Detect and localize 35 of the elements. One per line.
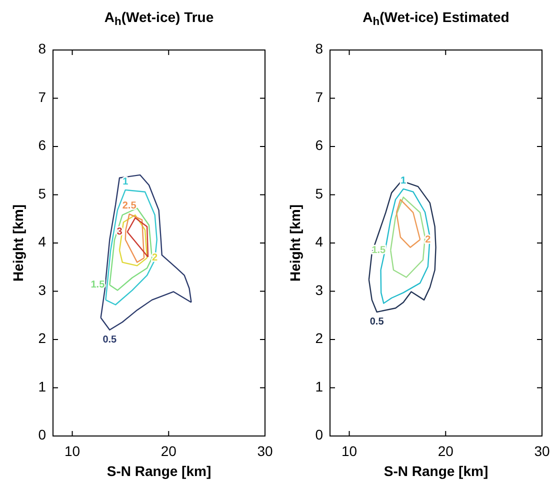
y-tick-label: 0	[38, 426, 46, 443]
y-tick-label: 4	[315, 234, 324, 250]
y-tick-label: 0	[315, 426, 324, 443]
series-label: 0.5	[370, 316, 384, 328]
y-tick-label: 1	[38, 378, 46, 394]
y-tick-label: 5	[38, 185, 46, 202]
y-tick-label: 6	[38, 137, 46, 154]
y-axis-title: Height [km]	[287, 204, 303, 282]
x-tick-label: 20	[438, 443, 454, 459]
x-tick-label: 10	[341, 443, 358, 459]
y-tick-label: 2	[38, 330, 46, 346]
series-label: 0.5	[102, 334, 118, 346]
series-label: 1	[122, 176, 129, 188]
x-axis-title: S-N Range [km]	[106, 463, 212, 479]
x-tick-label: 10	[64, 443, 80, 459]
chart-title: A$_{h}$(Wet-ice) True	[104, 9, 214, 28]
y-tick-label: 6	[315, 137, 324, 154]
x-tick-label: 30	[534, 443, 550, 459]
x-tick-label: 20	[160, 443, 177, 459]
y-tick-label: 7	[315, 88, 324, 105]
x-tick-label: 30	[257, 443, 273, 459]
series-label: 1.5	[90, 280, 106, 291]
y-tick-label: 3	[38, 282, 46, 298]
y-tick-label: 8	[315, 40, 324, 57]
y-tick-label: 4	[38, 234, 46, 250]
y-tick-label: 1	[315, 378, 324, 394]
y-tick-label: 8	[38, 40, 46, 57]
y-tick-label: 2	[315, 330, 324, 346]
y-tick-label: 7	[38, 88, 46, 105]
x-axis-title: S-N Range [km]	[384, 463, 488, 479]
series-label: 2.5	[122, 200, 137, 212]
chart-title: A$_{h}$(Wet-ice) Estimated	[362, 9, 510, 28]
y-axis-title: Height [km]	[10, 204, 26, 282]
y-tick-label: 5	[315, 185, 324, 202]
y-tick-label: 3	[315, 282, 324, 298]
